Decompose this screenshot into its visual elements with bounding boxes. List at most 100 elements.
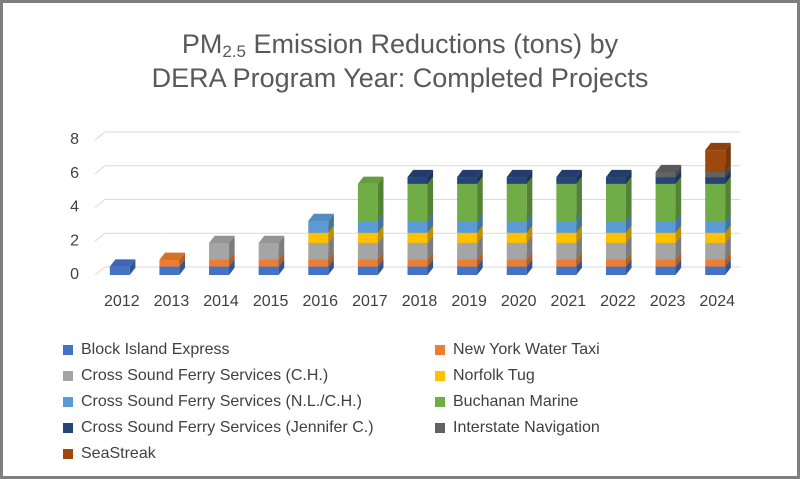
bar-side <box>377 176 384 221</box>
y-tick-label: 0 <box>70 266 79 283</box>
bar <box>655 177 676 184</box>
legend-swatch <box>435 371 445 381</box>
bar-side <box>278 259 285 275</box>
x-tick-label: 2012 <box>104 293 140 310</box>
grid-line <box>94 131 106 141</box>
bar-side <box>179 252 186 267</box>
bar-side <box>725 169 731 184</box>
bar <box>556 259 577 267</box>
bar-side <box>625 259 632 275</box>
bar-side <box>625 252 632 267</box>
bar <box>605 221 626 233</box>
bar <box>357 242 378 260</box>
bar <box>705 150 726 173</box>
bar <box>407 259 428 267</box>
legend-swatch <box>63 397 73 407</box>
x-tick-label: 2018 <box>402 293 438 310</box>
bar-side <box>427 252 434 267</box>
bar <box>655 259 676 267</box>
x-tick-label: 2013 <box>154 293 190 310</box>
bar-side <box>625 213 632 233</box>
x-tick-label: 2020 <box>501 293 537 310</box>
chart-title: PM2.5 Emission Reductions (tons) by <box>182 29 619 61</box>
bar-side <box>576 252 582 267</box>
legend-swatch <box>435 345 445 355</box>
bar-side <box>477 213 483 233</box>
bar-side <box>377 235 384 260</box>
bar-side <box>526 176 533 221</box>
bar-side <box>625 169 632 184</box>
bar-side <box>377 252 384 267</box>
legend-label: Block Island Express <box>81 341 230 358</box>
bar <box>605 183 626 221</box>
legend-label: Norfolk Tug <box>453 367 535 384</box>
bar-side <box>526 169 533 184</box>
bar-side <box>229 252 235 267</box>
bar <box>705 177 726 184</box>
bar <box>705 232 726 243</box>
bar <box>655 183 676 221</box>
bar-side <box>229 235 235 260</box>
bar <box>258 266 279 275</box>
legend-label: New York Water Taxi <box>453 341 600 358</box>
bar <box>655 172 676 178</box>
bar <box>109 266 130 275</box>
bar <box>556 183 577 221</box>
bar-side <box>278 235 285 260</box>
legend-swatch <box>63 449 73 459</box>
bar-side <box>625 235 632 260</box>
bar <box>159 266 180 275</box>
x-tick-label: 2024 <box>699 293 735 310</box>
bar-top <box>506 169 533 178</box>
bar-side <box>427 213 434 233</box>
y-tick-label: 8 <box>70 131 79 148</box>
x-tick-label: 2019 <box>451 293 487 310</box>
bar <box>209 266 230 275</box>
bar-top <box>258 235 285 243</box>
bar-top <box>308 213 334 221</box>
bar <box>308 232 329 243</box>
bar-side <box>179 259 186 275</box>
bar <box>357 232 378 243</box>
bar-side <box>576 259 582 275</box>
bar <box>506 259 527 267</box>
bar-top <box>357 176 384 184</box>
bar <box>506 177 527 184</box>
bar-side <box>675 213 682 233</box>
bar-side <box>477 259 483 275</box>
bar-top <box>705 142 731 151</box>
bar-side <box>675 235 682 260</box>
bar <box>258 242 279 260</box>
legend-swatch <box>435 397 445 407</box>
bar-side <box>427 169 434 184</box>
bar <box>506 232 527 243</box>
legend-swatch <box>63 423 73 433</box>
bar-top <box>159 252 186 260</box>
bar-side <box>675 176 682 221</box>
grid-line <box>94 199 106 208</box>
bar-side <box>675 259 682 275</box>
bar <box>605 242 626 260</box>
bar <box>605 232 626 243</box>
legend-swatch <box>63 345 73 355</box>
bar-side <box>377 259 384 275</box>
bar <box>457 221 478 233</box>
bar <box>407 242 428 260</box>
bar <box>357 259 378 267</box>
bar-top <box>109 259 136 267</box>
bar-side <box>377 225 384 243</box>
bar <box>357 221 378 233</box>
bar <box>407 232 428 243</box>
bar-side <box>129 259 136 275</box>
x-tick-label: 2021 <box>551 293 587 310</box>
bar-side <box>526 259 533 275</box>
bar-side <box>477 235 483 260</box>
bar-side <box>725 252 731 267</box>
bar-side <box>477 169 483 184</box>
bar-side <box>526 213 533 233</box>
grid-line <box>94 165 106 175</box>
bar-top <box>655 164 682 173</box>
bar-side <box>675 252 682 267</box>
bar-top <box>209 235 235 243</box>
bar <box>308 221 329 233</box>
